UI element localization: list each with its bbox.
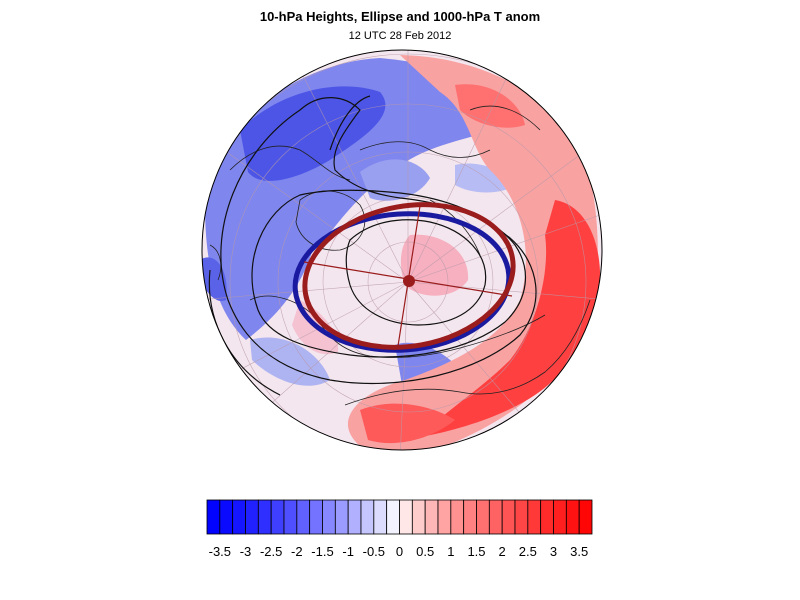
colorbar-bin: [437, 499, 452, 535]
colorbar-bin: [514, 499, 529, 535]
cold-anomaly-core: [240, 86, 386, 181]
colorbar-bin: [553, 499, 567, 535]
height-contours: [208, 95, 537, 396]
cold-anomaly-region: [202, 257, 227, 301]
colorbar-bin: [488, 499, 503, 535]
graticule: [202, 50, 602, 450]
colorbar-bin: [360, 499, 375, 535]
chart-title: 10-hPa Heights, Ellipse and 1000-hPa T a…: [259, 9, 541, 24]
chart-subtitle: 12 UTC 28 Feb 2012: [348, 30, 452, 42]
colorbar-tick-label: -3: [240, 544, 252, 559]
colorbar-tick-label: -2: [291, 544, 303, 559]
colorbar-tick-label: 2: [499, 544, 506, 559]
colorbar-bin: [565, 499, 580, 535]
colorbar-bin: [219, 499, 234, 535]
colorbar-tick-label: 2.5: [519, 544, 537, 559]
colorbar-tick-label: -0.5: [363, 544, 385, 559]
colorbar-tick-label: -1.5: [311, 544, 333, 559]
colorbar-tick-label: 3.5: [570, 544, 588, 559]
colorbar-bin: [245, 499, 259, 535]
colorbar-bin: [527, 499, 542, 535]
ellipse-red: [302, 202, 516, 350]
warm-anomaly-core: [420, 200, 601, 437]
colorbar-tick-label: -1: [342, 544, 354, 559]
cold-anomaly-region: [360, 159, 430, 201]
colorbar-bin: [501, 499, 516, 535]
polar-map: [201, 49, 603, 451]
cold-anomaly-region: [250, 337, 330, 386]
colorbar-bin: [463, 499, 477, 535]
ellipse-center: [403, 275, 415, 287]
colorbar-bin: [232, 499, 246, 535]
colorbar-bin: [373, 499, 388, 535]
colorbar-tick-label: 1: [447, 544, 454, 559]
warm-anomaly-core: [360, 403, 455, 444]
colorbar-bin: [399, 499, 413, 535]
colorbar-bin: [270, 499, 285, 535]
colorbar-bin: [347, 499, 362, 535]
colorbar-bin: [334, 499, 349, 535]
colorbar-bin: [476, 499, 490, 535]
colorbar-bin: [450, 499, 465, 535]
colorbar-bin: [309, 499, 323, 535]
ellipse-blue: [292, 211, 512, 353]
colorbar-bin: [540, 499, 554, 535]
colorbar-bin: [283, 499, 298, 535]
colorbar-bin: [206, 499, 221, 535]
colorbar-tick-label: 3: [550, 544, 557, 559]
colorbar-bin: [257, 499, 272, 535]
colorbar-tick-label: 0: [396, 544, 403, 559]
colorbar-bin: [322, 499, 336, 535]
colorbar-tick-label: -2.5: [260, 544, 282, 559]
colorbar-tick-label: 1.5: [467, 544, 485, 559]
globe-outline: [201, 49, 603, 451]
colorbar-tick-label: 0.5: [416, 544, 434, 559]
colorbar-bin: [411, 499, 426, 535]
colorbar-tick-label: -3.5: [209, 544, 231, 559]
colorbar-bin: [386, 499, 400, 535]
colorbar-bin: [296, 499, 311, 535]
colorbar-bin: [424, 499, 439, 535]
cold-anomaly-region: [455, 163, 515, 193]
colorbar-bin: [578, 499, 593, 535]
